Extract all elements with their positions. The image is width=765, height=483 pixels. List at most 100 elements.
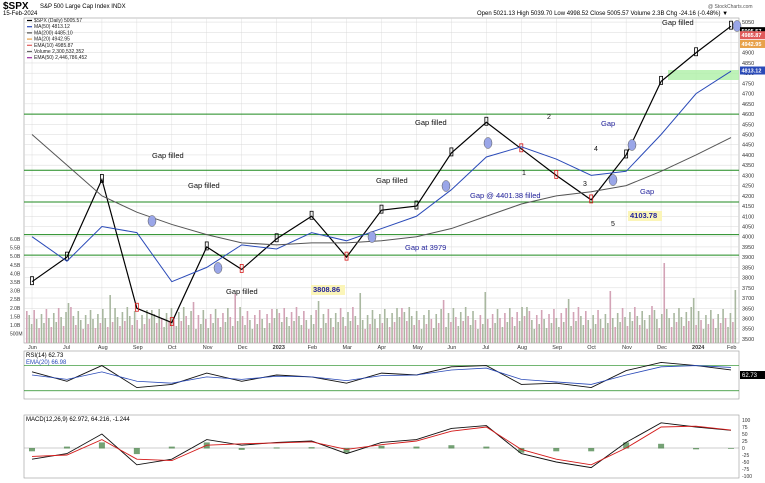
volume-bar bbox=[455, 317, 457, 343]
volume-bar bbox=[604, 314, 607, 343]
price-tick-label: 4650 bbox=[742, 102, 754, 108]
volume-bar bbox=[371, 310, 374, 343]
price-tick-label: 3550 bbox=[742, 327, 754, 333]
volume-bar bbox=[616, 313, 619, 343]
volume-bar bbox=[190, 311, 192, 343]
macd-tick-label: -50 bbox=[742, 460, 749, 466]
volume-bar bbox=[128, 316, 131, 343]
price-tick-label: 4750 bbox=[742, 81, 754, 87]
volume-bar bbox=[28, 315, 31, 343]
volume-bar bbox=[430, 319, 433, 343]
volume-bar bbox=[202, 310, 205, 343]
volume-bar bbox=[75, 325, 77, 343]
volume-bar bbox=[491, 314, 494, 343]
macd-tick-label: -100 bbox=[742, 474, 752, 480]
x-tick-label: Jun bbox=[28, 345, 37, 351]
volume-bar bbox=[599, 319, 602, 343]
annotation-label: 4103.78 bbox=[630, 211, 657, 220]
volume-bar bbox=[192, 302, 195, 343]
volume-bar bbox=[187, 325, 190, 343]
volume-bar bbox=[222, 313, 224, 343]
price-box bbox=[740, 66, 765, 75]
volume-bar bbox=[732, 322, 734, 343]
annotation-label: Gap filled bbox=[152, 151, 184, 160]
volume-bar bbox=[283, 308, 286, 343]
volume-bar bbox=[182, 307, 185, 343]
volume-bar bbox=[506, 322, 509, 343]
volume-bar bbox=[106, 327, 109, 343]
price-series bbox=[30, 20, 733, 326]
annotation-label: 1 bbox=[522, 170, 526, 177]
price-candle bbox=[309, 210, 314, 220]
volume-tick-label: 1.0B bbox=[10, 323, 21, 329]
price-candle bbox=[100, 174, 104, 183]
gap-circle bbox=[213, 262, 223, 274]
volume-bar bbox=[508, 308, 511, 343]
price-candle bbox=[344, 251, 349, 261]
volume-bar bbox=[337, 322, 339, 343]
volume-bar bbox=[423, 315, 425, 343]
volume-tick-label: 5.0B bbox=[10, 254, 21, 260]
rsi-title: RSI(14) 62.73 bbox=[26, 353, 64, 359]
rsi-panel bbox=[23, 350, 740, 400]
volume-bar bbox=[648, 315, 651, 343]
volume-bar bbox=[241, 316, 244, 343]
volume-bar bbox=[33, 310, 35, 343]
volume-bar bbox=[315, 310, 317, 343]
volume-tick-label: 2.0B bbox=[10, 306, 21, 312]
volume-bar bbox=[251, 329, 254, 343]
macd-hist-bar bbox=[413, 446, 420, 449]
annotation-label: Gap @ 4401.38 filled bbox=[470, 191, 541, 200]
price-tick-label: 4100 bbox=[742, 214, 754, 220]
volume-bar bbox=[102, 309, 104, 343]
price-candle bbox=[624, 149, 629, 159]
price-tick-label: 4700 bbox=[742, 92, 754, 98]
volume-bar bbox=[567, 299, 570, 343]
annotation-label: Gap filled bbox=[415, 118, 447, 127]
volume-bar bbox=[540, 310, 543, 343]
volume-bar bbox=[425, 324, 428, 343]
x-tick-label: Oct bbox=[168, 345, 177, 351]
volume-bar bbox=[584, 311, 587, 343]
volume-bar bbox=[474, 320, 477, 343]
volume-bar bbox=[97, 314, 99, 343]
volume-bar bbox=[687, 321, 690, 343]
price-axis: 3500 3550 3600 3650 3700 3750 3800 3850 3900 3950… bbox=[742, 20, 754, 343]
macd-tick-label: 0 bbox=[742, 446, 745, 452]
volume-bar bbox=[92, 319, 94, 343]
volume-bar bbox=[447, 313, 450, 343]
volume-bar bbox=[124, 321, 126, 343]
volume-bar bbox=[734, 290, 737, 343]
x-tick-label: 2024 bbox=[692, 345, 705, 351]
x-tick-label: Nov bbox=[203, 345, 213, 351]
volume-bar bbox=[410, 316, 413, 343]
volume-bar bbox=[332, 327, 335, 343]
macd-hist-bar bbox=[273, 447, 280, 449]
x-tick-label: Feb bbox=[727, 345, 736, 351]
x-tick-label: Jun bbox=[447, 345, 456, 351]
macd-hist-bar bbox=[448, 445, 455, 449]
volume-bar bbox=[200, 324, 202, 343]
annotations: Gap filled Gap filled Gap filled Gap filled… bbox=[147, 18, 742, 296]
volume-bar bbox=[589, 329, 592, 343]
volume-bar bbox=[516, 312, 518, 343]
price-candle bbox=[729, 20, 733, 30]
volume-bar bbox=[133, 311, 136, 343]
price-candle bbox=[134, 302, 139, 312]
volume-bar bbox=[116, 317, 119, 343]
macd-hist-bar bbox=[343, 448, 350, 453]
volume-bar bbox=[690, 307, 693, 343]
macd-hist-bar bbox=[693, 448, 700, 450]
x-tick-label: Sep bbox=[133, 345, 143, 351]
volume-tick-label: 2.5B bbox=[10, 297, 21, 303]
volume-bar bbox=[249, 320, 251, 343]
quote: Open 5021.13 High 5039.70 Low 4998.52 Cl… bbox=[477, 11, 728, 17]
volume-bar bbox=[432, 328, 435, 343]
macd-hist-bar bbox=[308, 447, 315, 449]
series-line bbox=[31, 134, 732, 246]
volume-bar bbox=[722, 309, 724, 343]
volume-bar bbox=[273, 318, 276, 343]
volume-bar bbox=[195, 329, 197, 343]
